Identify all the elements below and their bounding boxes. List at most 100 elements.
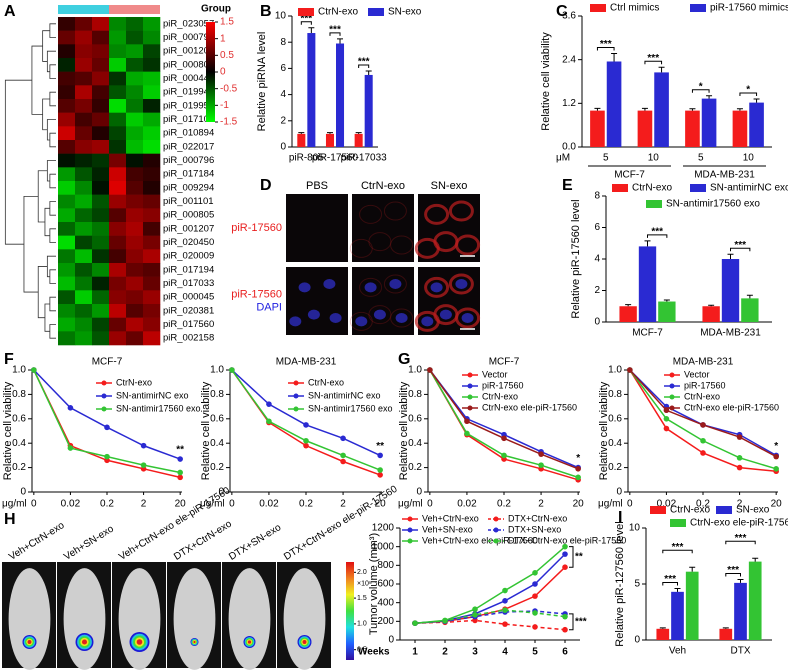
x-unit: μM xyxy=(556,153,570,164)
data-point xyxy=(532,581,538,587)
heatmap-cell xyxy=(143,331,161,346)
x-tick-label: piR-17033 xyxy=(341,153,388,164)
nucleus xyxy=(373,309,386,320)
heatmap-cell xyxy=(109,263,127,277)
y-tick-label: 0.4 xyxy=(210,438,224,449)
signal xyxy=(424,203,450,225)
luminescence xyxy=(81,639,88,645)
row-label: piR_019951 xyxy=(163,100,214,111)
data-point xyxy=(140,462,147,468)
data-point xyxy=(340,458,346,465)
row-label: piR_020009 xyxy=(163,251,214,262)
heatmap-cell xyxy=(126,290,144,305)
legend-swatch xyxy=(590,4,606,12)
row-label: piR_000794 xyxy=(163,32,214,43)
heatmap-cell xyxy=(75,317,93,332)
signal xyxy=(390,308,414,328)
legend-label: SN-antimir17560 exo xyxy=(116,403,201,413)
error-bar xyxy=(689,566,696,572)
data-point xyxy=(502,621,508,627)
significance-label: *** xyxy=(600,39,612,50)
heatmap-cell xyxy=(92,304,110,318)
data-point xyxy=(31,367,37,373)
data-point xyxy=(472,612,478,618)
colorbar xyxy=(206,22,215,122)
error-bar xyxy=(752,557,759,562)
heatmap-cell xyxy=(126,208,144,223)
signal xyxy=(448,273,474,295)
heatmap-cell xyxy=(58,99,76,113)
y-axis-label: Relative piR-127560 level xyxy=(614,521,626,646)
y-tick-label: 2 xyxy=(594,285,600,296)
heatmap-cell xyxy=(143,249,161,264)
y-tick-label: 1.0 xyxy=(608,365,622,376)
y-tick-label: 10 xyxy=(629,523,641,534)
signal xyxy=(424,276,450,298)
heatmap-cell xyxy=(92,276,110,291)
significance-bracket xyxy=(329,32,341,36)
significance-label: *** xyxy=(651,227,663,238)
signal xyxy=(368,232,392,252)
error-bar xyxy=(659,627,666,629)
error-bar xyxy=(308,27,315,34)
y-tick-label: 0.4 xyxy=(608,438,622,449)
colorbar-label: -1 xyxy=(220,100,229,111)
legend-marker xyxy=(493,538,499,544)
x-tick-label: 2 xyxy=(141,499,147,510)
y-tick-label: 3.6 xyxy=(562,11,576,22)
row-label: piR_010894 xyxy=(163,128,214,139)
legend-label: CtrN-exo ele-piR-17560 xyxy=(684,402,779,412)
y-tick-label: 0.2 xyxy=(210,462,224,473)
significance-label: * xyxy=(746,85,750,96)
x-tick-label: 20 xyxy=(375,499,387,510)
legend-swatch xyxy=(716,506,732,514)
heatmap-cell xyxy=(75,208,93,223)
heatmap-cell xyxy=(126,30,144,45)
bar xyxy=(637,110,653,147)
y-tick-label: 0.8 xyxy=(12,389,26,400)
y-axis-label: Relative piR-17560 level xyxy=(570,199,582,318)
significance-bracket xyxy=(644,60,663,65)
error-bar xyxy=(708,304,715,307)
significance-label: *** xyxy=(664,574,676,585)
heatmap-cell xyxy=(126,181,144,195)
y-tick-label: 4 xyxy=(594,254,600,265)
bar xyxy=(364,74,373,147)
panel-letter: F xyxy=(4,351,14,368)
group-bar xyxy=(75,5,92,14)
nucleus xyxy=(455,279,468,289)
x-tick-label: piR-17560 xyxy=(312,153,359,164)
row-label: piR_001101 xyxy=(163,196,214,207)
y-tick-label: 0 xyxy=(416,487,422,498)
significance-bracket xyxy=(300,21,312,25)
row-label: piR_017104 xyxy=(163,114,214,125)
heatmap-cell xyxy=(58,167,76,182)
x-tick-label: 0.02 xyxy=(259,499,279,510)
colorbar-label: -1.5 xyxy=(220,117,238,128)
annotation: ** xyxy=(575,552,583,563)
nucleus xyxy=(329,313,342,323)
bar xyxy=(325,133,334,147)
y-tick-label: 0.6 xyxy=(210,413,224,424)
dendrogram xyxy=(49,228,56,243)
x-tick-label: 2 xyxy=(737,499,743,510)
heatmap-cell xyxy=(92,140,110,154)
y-tick-label: 400 xyxy=(377,597,394,608)
group-label: MDA-MB-231 xyxy=(694,170,755,181)
y-tick-label: 1.2 xyxy=(562,98,576,109)
heatmap-cell xyxy=(58,112,76,127)
heatmap-cell xyxy=(75,276,93,291)
signal xyxy=(383,274,407,294)
heatmap-cell xyxy=(143,153,161,168)
legend-label: piR-17560 xyxy=(684,380,726,390)
heatmap-cell xyxy=(126,249,144,264)
dendrogram xyxy=(49,132,56,148)
x-tick-label: 20 xyxy=(175,499,187,510)
data-point xyxy=(502,607,508,613)
data-point xyxy=(266,418,272,425)
data-point xyxy=(700,422,706,428)
data-point xyxy=(377,452,383,459)
significance-bracket xyxy=(596,46,615,51)
y-axis-label: Tumor volume (mm³) xyxy=(368,533,380,635)
data-point xyxy=(562,543,568,550)
